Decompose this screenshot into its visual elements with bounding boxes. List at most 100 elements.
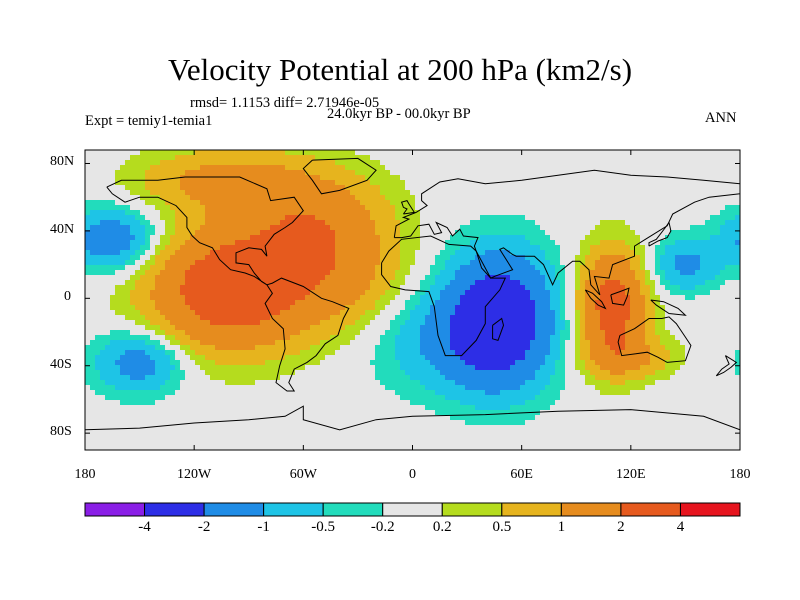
field-cell: [505, 155, 511, 161]
field-cell: [370, 310, 376, 316]
field-cell: [350, 300, 356, 306]
field-cell: [415, 240, 421, 246]
field-cell: [460, 225, 466, 231]
field-cell: [525, 235, 531, 241]
field-cell: [580, 290, 586, 296]
field-cell: [595, 330, 601, 336]
field-cell: [205, 320, 211, 326]
field-cell: [505, 240, 511, 246]
field-cell: [515, 165, 521, 171]
field-cell: [475, 195, 481, 201]
field-cell: [145, 165, 151, 171]
field-cell: [690, 260, 696, 266]
field-cell: [595, 205, 601, 211]
field-cell: [715, 185, 721, 191]
field-cell: [400, 170, 406, 176]
field-cell: [470, 315, 476, 321]
field-cell: [120, 200, 126, 206]
field-cell: [715, 305, 721, 311]
field-cell: [435, 175, 441, 181]
field-cell: [420, 170, 426, 176]
field-cell: [210, 165, 216, 171]
field-cell: [530, 160, 536, 166]
field-cell: [485, 195, 491, 201]
field-cell: [615, 300, 621, 306]
field-cell: [640, 295, 646, 301]
field-cell: [490, 305, 496, 311]
field-cell: [715, 180, 721, 186]
field-cell: [645, 215, 651, 221]
field-cell: [475, 255, 481, 261]
field-cell: [330, 200, 336, 206]
field-cell: [140, 190, 146, 196]
field-cell: [550, 280, 556, 286]
field-cell: [540, 250, 546, 256]
field-cell: [240, 230, 246, 236]
field-cell: [490, 220, 496, 226]
field-cell: [275, 160, 281, 166]
field-cell: [730, 185, 736, 191]
field-cell: [430, 205, 436, 211]
field-cell: [670, 240, 676, 246]
field-cell: [340, 240, 346, 246]
field-cell: [555, 310, 561, 316]
field-cell: [325, 175, 331, 181]
field-cell: [160, 215, 166, 221]
field-cell: [565, 290, 571, 296]
field-cell: [655, 300, 661, 306]
field-cell: [565, 325, 571, 331]
field-cell: [565, 335, 571, 341]
field-cell: [375, 205, 381, 211]
field-cell: [515, 255, 521, 261]
field-cell: [620, 265, 626, 271]
field-cell: [600, 265, 606, 271]
field-cell: [700, 220, 706, 226]
field-cell: [690, 155, 696, 161]
field-cell: [540, 165, 546, 171]
field-cell: [100, 325, 106, 331]
field-cell: [330, 160, 336, 166]
field-cell: [460, 260, 466, 266]
field-cell: [400, 285, 406, 291]
field-cell: [135, 335, 141, 341]
field-cell: [170, 315, 176, 321]
field-cell: [705, 210, 711, 216]
field-cell: [595, 190, 601, 196]
field-cell: [580, 245, 586, 251]
field-cell: [475, 300, 481, 306]
field-cell: [105, 200, 111, 206]
field-cell: [460, 150, 466, 156]
field-cell: [535, 290, 541, 296]
field-cell: [605, 175, 611, 181]
field-cell: [255, 285, 261, 291]
field-cell: [535, 320, 541, 326]
field-cell: [190, 225, 196, 231]
field-cell: [105, 270, 111, 276]
field-cell: [480, 245, 486, 251]
field-cell: [515, 210, 521, 216]
field-cell: [425, 230, 431, 236]
field-cell: [600, 330, 606, 336]
field-cell: [150, 300, 156, 306]
field-cell: [320, 250, 326, 256]
field-cell: [635, 310, 641, 316]
field-cell: [95, 205, 101, 211]
field-cell: [170, 325, 176, 331]
field-cell: [380, 190, 386, 196]
field-cell: [685, 330, 691, 336]
field-cell: [255, 300, 261, 306]
field-cell: [200, 255, 206, 261]
field-cell: [675, 150, 681, 156]
field-cell: [300, 305, 306, 311]
field-cell: [230, 325, 236, 331]
field-cell: [275, 290, 281, 296]
field-cell: [290, 315, 296, 321]
field-cell: [120, 245, 126, 251]
field-cell: [155, 270, 161, 276]
field-cell: [170, 220, 176, 226]
field-cell: [400, 195, 406, 201]
field-cell: [125, 240, 131, 246]
field-cell: [120, 330, 126, 336]
field-cell: [575, 275, 581, 281]
field-cell: [580, 225, 586, 231]
